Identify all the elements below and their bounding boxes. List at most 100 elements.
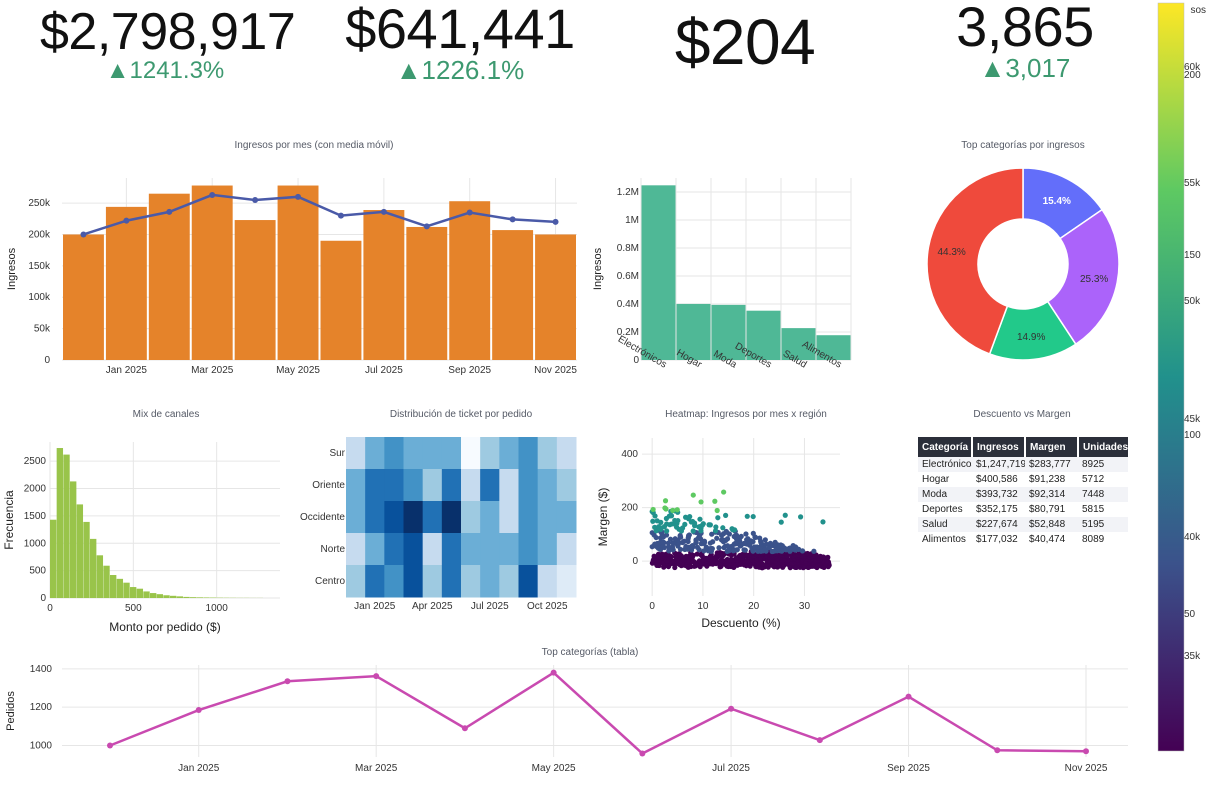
scatter-point [660,539,666,545]
x-axis-label: Descuento (%) [701,616,780,630]
hist-bar [90,538,97,598]
scatter-point [683,543,689,550]
x-tick-label: 10 [697,601,709,612]
y-axis-label: Ingresos [6,247,18,290]
moving-average-point [252,196,259,203]
table-header-row: Categoría Ingresos Margen Unidades [918,437,1128,457]
hist-bar [70,481,77,598]
bar [492,230,534,360]
y-axis-label: Pedidos [5,691,17,731]
colorbar-title: sos [1190,5,1206,16]
scatter-point [757,535,763,541]
table-cell: $227,674 [972,517,1025,532]
moving-average-point [423,223,430,230]
heatmap-cell [537,501,558,534]
scatter-point [701,538,708,544]
y-tick-label: 200k [28,229,51,240]
bar [105,206,147,360]
scatter-point [662,498,669,504]
heatmap-cell [518,565,539,598]
bar [148,193,190,360]
scatter-point [750,513,756,520]
scatter-point [672,564,678,571]
table-cell: $1,247,719 [972,457,1025,472]
bar [449,201,491,360]
table-cell: Salud [918,517,972,532]
scatter-point [790,543,796,549]
x-axis-label: Monto por pedido ($) [109,620,220,634]
heatmap-cell [384,533,404,566]
table-cell: $283,777 [1025,457,1078,472]
y-tick-label: 200 [621,503,638,514]
y-tick-label: 150k [28,261,51,272]
moving-average-point [166,208,173,215]
hist-bar [136,588,144,598]
bar [406,226,448,360]
x-tick-label: Nov 2025 [1065,763,1108,774]
scatter-point [752,544,758,550]
colorbar-tick-label: 50 [1184,609,1196,620]
table-row: Deportes $352,175 $80,791 5815 [918,502,1128,517]
scatter-point [820,519,826,525]
y-tick-label: 500 [29,566,46,577]
orders-point [195,707,202,714]
moving-average-point [466,209,473,216]
scatter-point [744,513,750,519]
scatter-point [720,525,726,531]
y-axis-label: Frecuencia [2,490,16,550]
scatter-point [706,522,712,528]
moving-average-point [80,231,87,238]
y-axis-label: Ingresos [592,247,604,290]
scatter-point [669,544,676,550]
heatmap-cell [441,501,462,534]
scatter-point [672,536,678,542]
heatmap-cell [556,501,577,534]
scatter-point [712,528,719,534]
y-tick-label: 0.8M [617,243,639,254]
moving-average-point [295,193,302,200]
scatter-point [672,517,678,524]
heatmap-cell [480,437,500,470]
pie-label: 44.3% [937,247,965,258]
colorbar-tick-label: 40k [1184,532,1201,543]
colorbar-tick-label: 50k [1184,296,1201,307]
scatter-point [650,506,656,513]
scatter-point [714,507,720,514]
x-tick-label: Jul 2025 [712,763,750,774]
hist-bar [143,591,150,598]
heatmap-cell [384,565,404,598]
scatter-point [738,533,744,540]
table-row: Electrónicos $1,247,719 $283,777 8925 [918,457,1128,472]
y-tick-label: Sur [329,448,345,459]
table-cell: $393,732 [972,487,1025,502]
moving-average-point [380,208,387,215]
scatter-point [797,514,804,520]
heatmap-cell [441,565,462,598]
scatter-point [743,531,749,537]
y-tick-label: 0.2M [617,327,639,338]
orders-line [109,671,1087,756]
scatter-point [676,551,682,557]
moving-average-point [209,191,216,198]
scatter-chart: 0 200 400 0 10 20 30 Descuento (%) Margen ($) [596,438,840,630]
kpi-delta: ▲1226.1% [395,55,525,85]
x-tick-label: 0 [47,603,53,614]
hist-bar [190,597,197,598]
heatmap-cell [384,437,404,470]
heatmap-cell [461,533,481,566]
scatter-point [690,492,696,498]
y-tick-label: 1.2M [617,187,639,198]
table-cell: $400,586 [972,472,1025,487]
scatter-point [723,512,729,518]
table-row: Alimentos $177,032 $40,474 8089 [918,532,1128,547]
heatmap-cell [499,469,519,502]
hist-bar [203,597,210,598]
heatmap-cell [441,469,462,502]
y-tick-label: 400 [621,449,638,460]
table-cell: Electrónicos [918,457,972,472]
table-header-cell: Categoría [918,437,973,457]
scatter-point [652,524,658,530]
orders-point [373,673,380,680]
table-row: Moda $393,732 $92,314 7448 [918,487,1128,502]
heatmap-cell [556,469,577,502]
